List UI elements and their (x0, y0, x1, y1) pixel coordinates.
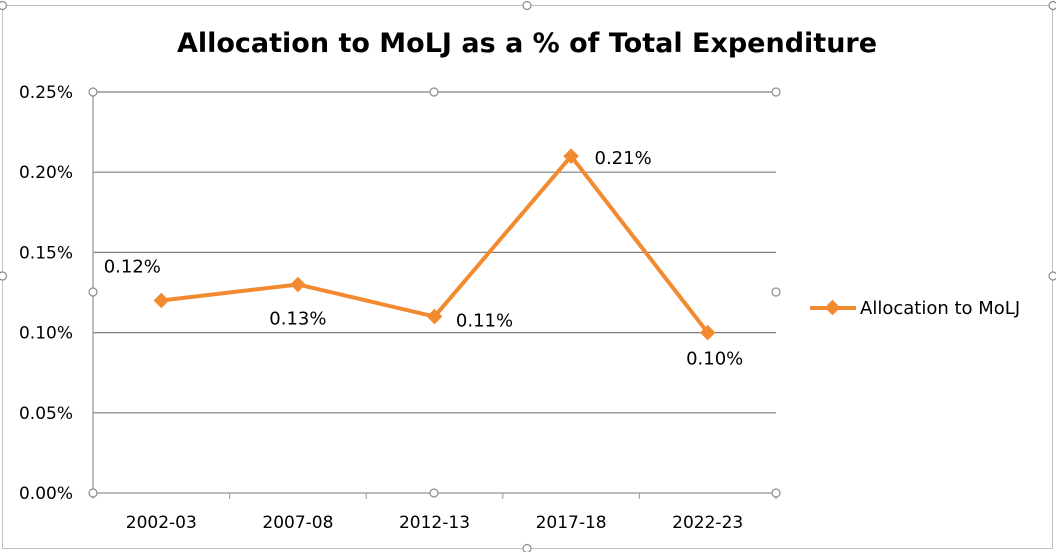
x-tick-label: 2017-18 (536, 513, 607, 533)
plot-area-resize-handle[interactable] (88, 87, 98, 97)
y-tick-label: 0.00% (19, 484, 73, 504)
plot-area-resize-handle[interactable] (771, 87, 781, 97)
y-tick-label: 0.20% (19, 163, 73, 183)
chart-resize-handle[interactable] (522, 543, 532, 554)
y-tick-label: 0.05% (19, 404, 73, 424)
plot-area-resize-handle[interactable] (771, 488, 781, 498)
data-point-marker[interactable] (153, 292, 170, 309)
data-labels: 0.12% 0.13% 0.11% 0.21% 0.10% (104, 148, 744, 369)
plot-area-resize-handle[interactable] (771, 287, 781, 297)
x-tick-label: 2012-13 (399, 513, 470, 533)
plot-area-resize-handle[interactable] (88, 287, 98, 297)
axes: 0.00% 0.05% 0.10% 0.15% 0.20% 0.25% 2002-03 200… (19, 83, 777, 533)
x-tick-label: 2022-23 (672, 513, 743, 533)
plot-area-resize-handle[interactable] (88, 488, 98, 498)
chart-resize-handle[interactable] (0, 0, 8, 11)
data-label: 0.12% (104, 257, 161, 278)
x-tick-label: 2007-08 (262, 513, 333, 533)
x-tick-label: 2002-03 (126, 513, 197, 533)
plot-area-resize-handle[interactable] (429, 488, 439, 498)
chart-title: Allocation to MoLJ as a % of Total Expen… (177, 28, 877, 59)
chart-resize-handle[interactable] (522, 0, 532, 11)
chart-resize-handle[interactable] (0, 271, 8, 281)
data-label: 0.10% (686, 349, 743, 370)
y-tick-label: 0.10% (19, 324, 73, 344)
y-tick-label: 0.25% (19, 83, 73, 103)
chart-resize-handle[interactable] (1048, 0, 1056, 11)
data-label: 0.21% (595, 148, 652, 169)
chart-frame[interactable] (2, 5, 1053, 549)
data-label: 0.11% (456, 311, 513, 332)
y-tick-label: 0.15% (19, 243, 73, 263)
data-label: 0.13% (269, 308, 326, 329)
legend-entry-allocation-to-molj: Allocation to MoLJ (860, 298, 1020, 319)
chart-resize-handle[interactable] (1048, 271, 1056, 281)
plot-area-resize-handle[interactable] (429, 87, 439, 97)
data-point-marker[interactable] (563, 148, 579, 164)
